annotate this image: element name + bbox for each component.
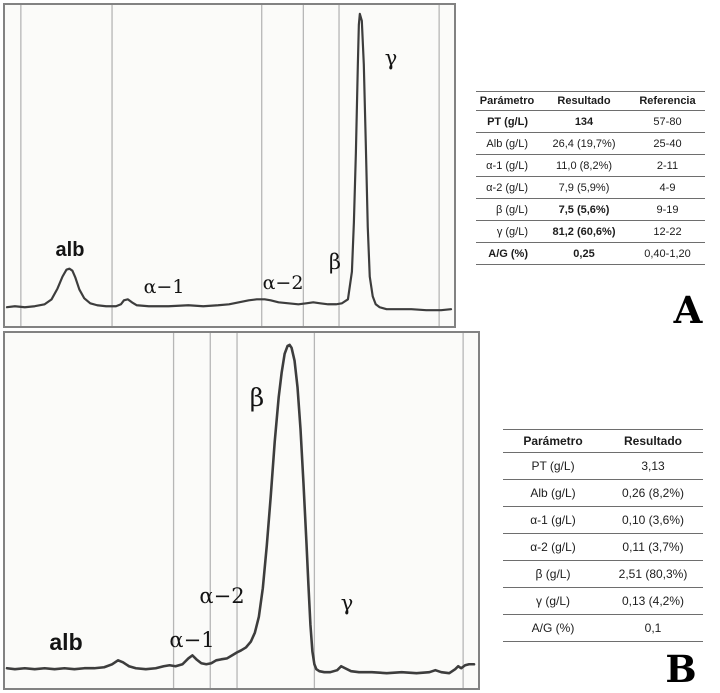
table-row: γ (g/L) 81,2 (60,6%) 12-22 (476, 220, 705, 243)
result-cell: 0,26 (8,2%) (621, 486, 685, 500)
result-cell: 81,2 (60,6%) (552, 225, 616, 238)
table-row: β (g/L) 7,5 (5,6%) 9-19 (476, 198, 705, 221)
table-row: A/G (%) 0,25 0,40-1,20 (476, 242, 705, 265)
reference-cell: 0,40-1,20 (644, 247, 691, 260)
table-row: β (g/L) 2,51 (80,3%) (503, 560, 703, 588)
table-row: Alb (g/L) 0,26 (8,2%) (503, 479, 703, 507)
table-a-header-parametro: Parámetro (479, 95, 535, 107)
param-cell: α-2 (g/L) (486, 181, 528, 194)
result-cell: 0,10 (3,6%) (621, 513, 685, 527)
result-cell: 0,1 (644, 621, 662, 635)
result-cell: 11,0 (8,2%) (555, 159, 613, 172)
reference-cell: 25-40 (653, 137, 682, 150)
table-row: Alb (g/L) 26,4 (19,7%) 25-40 (476, 132, 705, 155)
result-cell: 7,5 (5,6%) (558, 203, 610, 216)
zone-label-alpha1-b: α−1 (169, 628, 215, 652)
zone-label-gamma-b: γ (340, 591, 354, 615)
result-cell: 2,51 (80,3%) (618, 567, 688, 581)
zone-label-alpha2-a: α−2 (262, 272, 304, 294)
result-cell: 7,9 (5,9%) (558, 181, 610, 194)
result-cell: 0,25 (573, 247, 595, 260)
result-cell: 0,13 (4,2%) (621, 594, 685, 608)
table-a-header-row: Parámetro Resultado Referencia (476, 91, 705, 111)
electrophoresis-trace-b (5, 333, 476, 688)
table-row: A/G (%) 0,1 (503, 614, 703, 642)
table-b-header-resultado: Resultado (623, 434, 682, 448)
trace-panel-b: alb α−1 α−2 β γ (3, 331, 480, 690)
table-row: PT (g/L) 3,13 (503, 452, 703, 480)
table-row: γ (g/L) 0,13 (4,2%) (503, 587, 703, 615)
reference-cell: 9-19 (656, 203, 679, 216)
param-cell: α-2 (g/L) (530, 540, 576, 554)
zone-label-alb-a: alb (55, 239, 85, 261)
param-cell: Alb (g/L) (486, 137, 528, 150)
panel-letter-a: A (673, 288, 703, 332)
zone-label-alpha2-b: α−2 (199, 584, 245, 608)
param-cell: A/G (%) (531, 621, 575, 635)
result-cell: 134 (574, 115, 594, 128)
result-cell: 0,11 (3,7%) (622, 540, 684, 554)
zone-label-beta-b: β (249, 383, 265, 412)
param-cell: β (g/L) (495, 203, 528, 216)
trace-panel-a: alb α−1 α−2 β γ (3, 3, 456, 328)
table-row: PT (g/L) 134 57-80 (476, 110, 705, 133)
panel-letter-b: B (665, 647, 697, 691)
result-cell: 3,13 (641, 459, 665, 473)
reference-cell: 4-9 (659, 181, 676, 194)
param-cell: PT (g/L) (531, 459, 575, 473)
param-cell: Alb (g/L) (530, 486, 576, 500)
reference-cell: 57-80 (653, 115, 682, 128)
param-cell: β (g/L) (535, 567, 571, 581)
reference-cell: 12-22 (653, 225, 682, 238)
result-cell: 26,4 (19,7%) (552, 137, 616, 150)
reference-cell: 2-11 (656, 159, 679, 172)
param-cell: A/G (%) (488, 247, 528, 260)
table-row: α-1 (g/L) 11,0 (8,2%) 2-11 (476, 154, 705, 177)
table-row: α-2 (g/L) 7,9 (5,9%) 4-9 (476, 176, 705, 199)
param-cell: γ (g/L) (535, 594, 570, 608)
zone-label-beta-a: β (328, 250, 342, 274)
zone-label-gamma-a: γ (384, 46, 398, 70)
table-row: α-2 (g/L) 0,11 (3,7%) (503, 533, 703, 561)
results-table-a: Parámetro Resultado Referencia PT (g/L) … (476, 91, 705, 265)
table-a-header-referencia: Referencia (639, 95, 696, 107)
zone-label-alb-b: alb (49, 629, 83, 655)
table-a-header-resultado: Resultado (557, 95, 611, 107)
param-cell: α-1 (g/L) (530, 513, 576, 527)
param-cell: PT (g/L) (487, 115, 528, 128)
table-row: α-1 (g/L) 0,10 (3,6%) (503, 506, 703, 534)
zone-label-alpha1-a: α−1 (143, 276, 185, 298)
table-b-header-row: Parámetro Resultado (503, 429, 703, 453)
param-cell: γ (g/L) (496, 225, 528, 238)
param-cell: α-1 (g/L) (486, 159, 528, 172)
electrophoresis-trace-a (5, 5, 453, 326)
table-b-header-parametro: Parámetro (523, 434, 583, 448)
results-table-b: Parámetro Resultado PT (g/L) 3,13 Alb (g… (503, 429, 703, 642)
